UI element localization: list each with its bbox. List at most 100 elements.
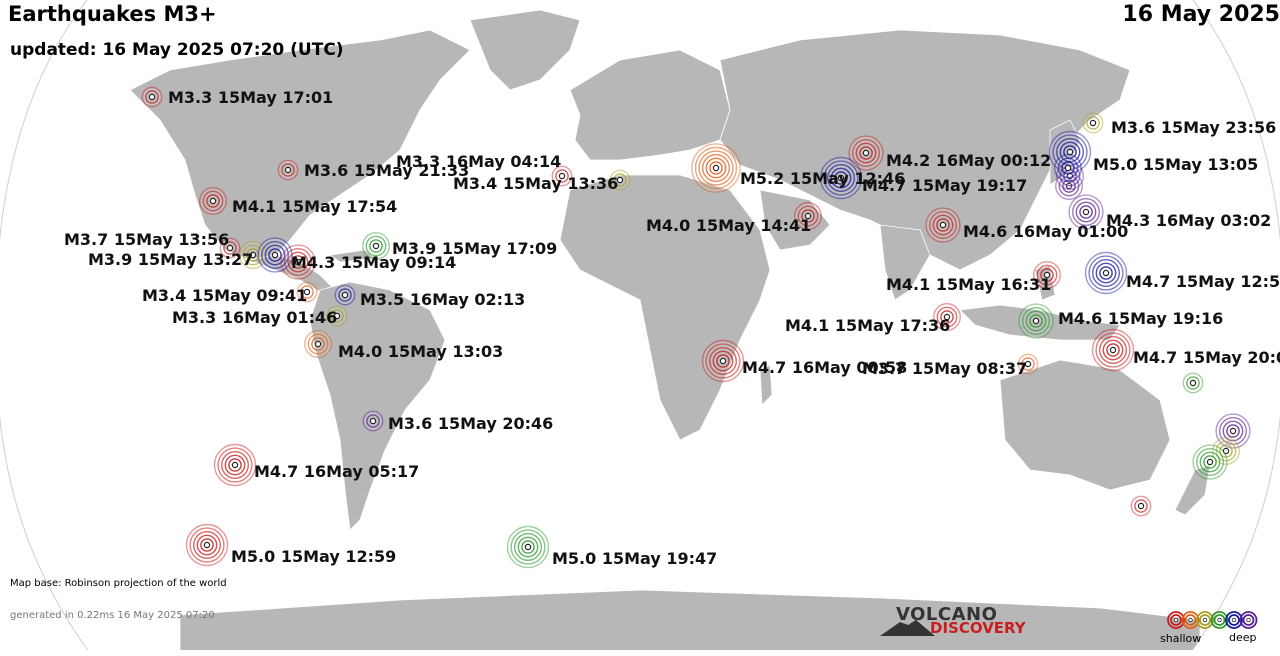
quake-marker[interactable] <box>1068 194 1104 230</box>
quake-ring <box>145 90 159 104</box>
quake-marker[interactable] <box>326 305 348 327</box>
quake-ring <box>716 354 730 368</box>
quake-ring <box>855 142 877 164</box>
quake-epicenter <box>1082 208 1090 216</box>
quake-label: M3.3 16May 01:46 <box>172 308 337 327</box>
quake-marker[interactable] <box>238 240 267 269</box>
quake-marker[interactable] <box>362 231 391 260</box>
legend-depth-swatch <box>1225 611 1243 629</box>
legend-shallow-label: shallow <box>1160 632 1202 645</box>
quake-epicenter <box>1229 427 1237 435</box>
volcano-discovery-logo[interactable]: VOLCANO DISCOVERY <box>880 604 1040 644</box>
quake-marker[interactable] <box>219 237 241 259</box>
land-india <box>879 224 931 301</box>
quake-epicenter <box>209 197 217 205</box>
map-date: 16 May 2025 <box>1122 2 1280 27</box>
quake-label: M3.4 15May 13:36 <box>453 174 618 193</box>
quake-epicenter <box>1222 447 1230 455</box>
quake-marker[interactable] <box>257 237 293 273</box>
quake-ring <box>859 146 873 160</box>
quake-marker[interactable] <box>848 135 884 171</box>
quake-epicenter <box>1043 271 1051 279</box>
quake-ring <box>1134 499 1148 513</box>
quake-marker[interactable] <box>1215 413 1251 449</box>
generated-note: generated in 0.22ms 16 May 2025 07:20 <box>10 610 215 621</box>
quake-marker[interactable] <box>551 165 573 187</box>
quake-marker[interactable] <box>296 281 318 303</box>
quake-marker[interactable] <box>701 339 745 383</box>
quake-marker[interactable] <box>334 284 356 306</box>
quake-ring <box>694 146 738 190</box>
quake-ring <box>228 458 242 472</box>
quake-marker[interactable] <box>1091 328 1135 372</box>
quake-marker[interactable] <box>819 156 863 200</box>
quake-ring <box>823 160 859 196</box>
quake-ring <box>369 239 383 253</box>
land-philippines <box>1034 264 1056 301</box>
quake-label: M4.1 15May 17:36 <box>785 316 950 335</box>
quake-label: M4.7 16May 00:58 <box>742 358 907 377</box>
quake-marker[interactable] <box>280 244 316 280</box>
quake-marker[interactable] <box>1017 353 1039 375</box>
quake-epicenter <box>1189 379 1197 387</box>
legend-deep-label: deep <box>1229 631 1257 644</box>
quake-label: M5.0 15May 12:59 <box>231 547 396 566</box>
quake-epicenter <box>1102 269 1110 277</box>
quake-epicenter <box>616 176 624 184</box>
quake-ring <box>1226 424 1240 438</box>
quake-marker[interactable] <box>1082 112 1104 134</box>
quake-marker[interactable] <box>933 303 962 332</box>
quake-epicenter <box>148 93 156 101</box>
quake-ring <box>1199 451 1221 473</box>
quakes-layer: M3.3 15May 17:01 M3.6 15May 21:33 M4.1 15M… <box>64 86 1280 569</box>
quake-ring <box>366 414 380 428</box>
quake-marker[interactable] <box>198 186 227 215</box>
quake-marker[interactable] <box>925 207 961 243</box>
quake-label: M3.3 15May 17:01 <box>168 88 333 107</box>
legend-depth-swatch <box>1167 611 1185 629</box>
quake-epicenter <box>271 251 279 259</box>
land-africa <box>559 174 771 441</box>
quake-ring <box>223 241 237 255</box>
quake-marker[interactable] <box>277 159 299 181</box>
quake-label: M3.9 15May 17:09 <box>392 239 557 258</box>
quake-ring <box>242 244 264 266</box>
quake-label: M3.3 16May 04:14 <box>396 152 561 171</box>
quake-label: M5.0 15May 13:05 <box>1093 155 1258 174</box>
quake-marker[interactable] <box>1053 153 1082 182</box>
quake-ring <box>1203 455 1217 469</box>
quake-marker[interactable] <box>1130 495 1152 517</box>
quake-ring <box>217 447 253 483</box>
logo-line-2: DISCOVERY <box>930 619 1026 637</box>
quake-marker[interactable] <box>506 525 550 569</box>
quake-ring <box>613 173 627 187</box>
quake-marker[interactable] <box>185 523 229 567</box>
quake-marker[interactable] <box>362 410 384 432</box>
quake-marker[interactable] <box>304 330 333 359</box>
quake-marker[interactable] <box>691 143 741 193</box>
quake-marker[interactable] <box>1192 444 1228 480</box>
quake-marker[interactable] <box>1055 161 1084 190</box>
quake-ring <box>1071 197 1100 226</box>
quake-marker[interactable] <box>609 169 631 191</box>
quake-marker[interactable] <box>1182 372 1204 394</box>
quake-ring <box>264 244 286 266</box>
land-australia <box>999 359 1171 491</box>
quake-ring <box>1061 161 1075 175</box>
quake-ring <box>291 255 305 269</box>
quake-marker[interactable] <box>1032 261 1061 290</box>
quake-label: M4.6 16May 01:00 <box>963 222 1128 241</box>
quake-marker[interactable] <box>141 86 163 108</box>
quake-marker[interactable] <box>1018 303 1054 339</box>
quake-ring <box>1219 444 1233 458</box>
quake-epicenter <box>333 312 341 320</box>
quake-epicenter <box>1032 317 1040 325</box>
quake-marker[interactable] <box>1084 251 1128 295</box>
land-indonesia <box>959 304 1121 341</box>
land-caribbean <box>328 249 377 263</box>
quake-epicenter <box>719 357 727 365</box>
quake-ring <box>268 248 282 262</box>
quake-marker[interactable] <box>794 201 823 230</box>
quake-marker[interactable] <box>213 443 257 487</box>
quake-epicenter <box>837 174 845 182</box>
